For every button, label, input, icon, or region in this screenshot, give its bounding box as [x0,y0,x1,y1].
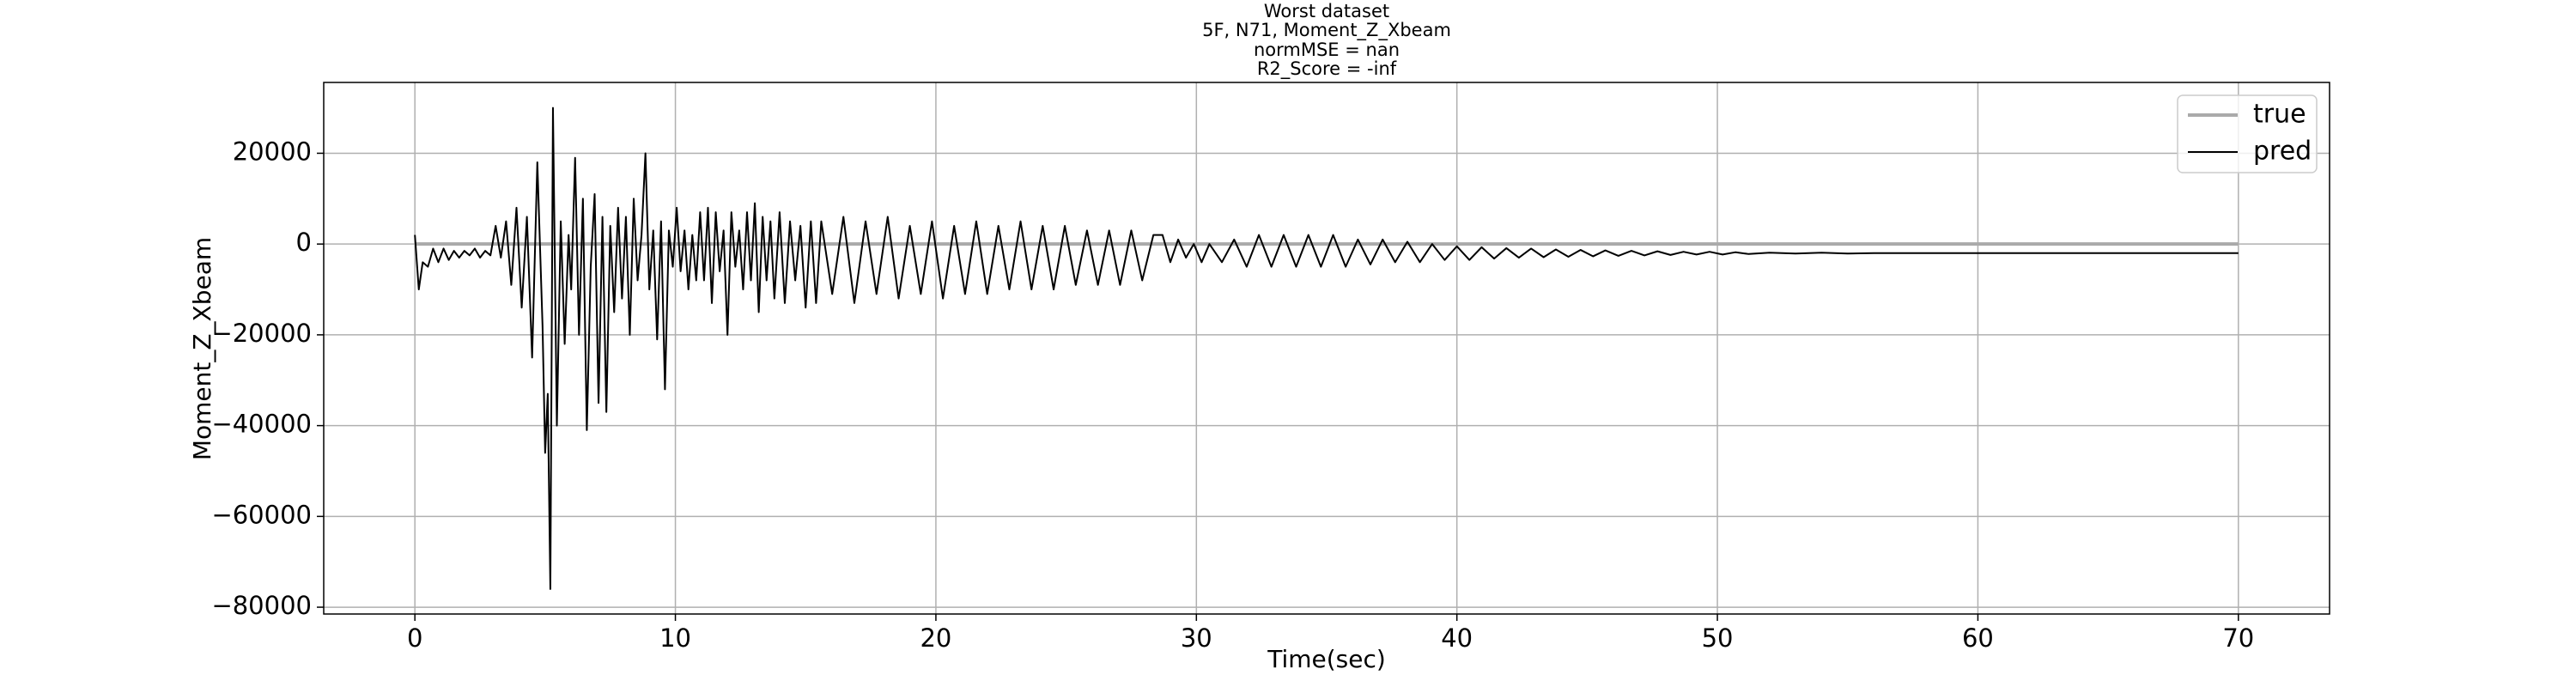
x-tick-label: 20 [920,623,951,653]
x-tick-label: 50 [1702,623,1734,653]
chart-title: R2_Score = -inf [1257,58,1397,80]
y-tick-label: −60000 [211,500,312,529]
legend-label: pred [2253,137,2312,167]
x-tick-label: 40 [1441,623,1473,653]
x-tick-label: 10 [659,623,691,653]
y-tick-label: 20000 [233,137,312,166]
chart-title: normMSE = nan [1254,40,1400,60]
y-tick-label: 0 [296,228,312,257]
data-line [414,106,2239,590]
y-tick-label: −20000 [211,319,312,348]
chart-title: Worst dataset [1264,1,1389,21]
legend-label: true [2253,100,2306,130]
x-tick-label: 60 [1962,623,1994,653]
y-tick-label: −80000 [211,591,312,620]
plot-frame [323,82,2330,615]
x-tick-label: 30 [1181,623,1212,653]
chart-title: 5F, N71, Moment_Z_Xbeam [1202,20,1451,41]
x-tick-label: 70 [2222,623,2254,653]
y-axis-label: Moment_Z_Xbeam [188,237,216,460]
y-tick-label: −40000 [211,410,312,439]
x-axis-label: Time(sec) [1267,645,1386,673]
x-tick-label: 0 [407,623,422,653]
